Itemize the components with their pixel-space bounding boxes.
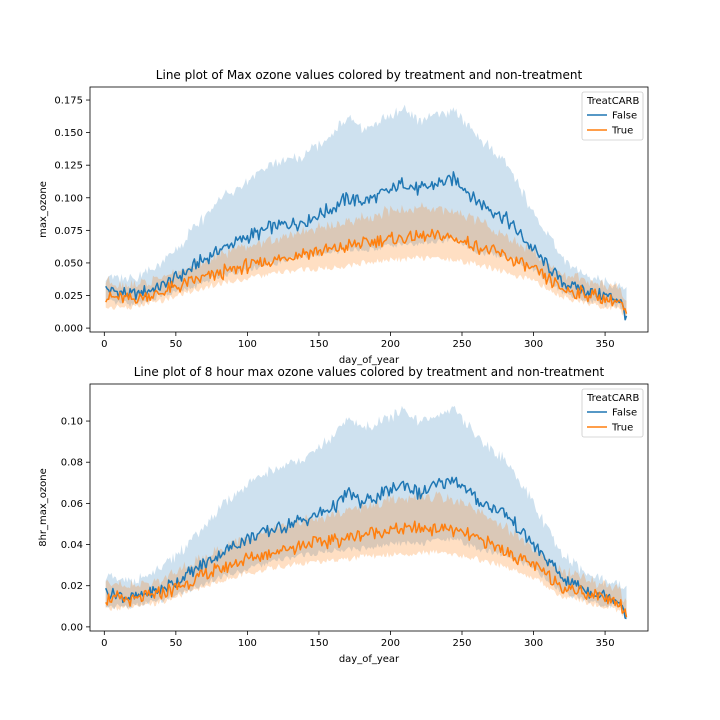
x-tick-label: 250 bbox=[452, 638, 471, 649]
legend-label-false: False bbox=[612, 111, 637, 122]
axes-frame bbox=[89, 86, 649, 333]
x-axis-label: day_of_year bbox=[339, 355, 400, 366]
x-tick-label: 100 bbox=[238, 339, 257, 350]
x-tick-label: 150 bbox=[309, 638, 328, 649]
x-tick-label: 0 bbox=[101, 339, 107, 350]
x-tick-label: 300 bbox=[524, 638, 543, 649]
confidence-band-false bbox=[105, 405, 627, 619]
y-tick-label: 0.150 bbox=[54, 128, 83, 139]
series-lines bbox=[105, 171, 628, 321]
chart-title: Line plot of Max ozone values colored by… bbox=[156, 68, 583, 82]
y-tick-label: 0.075 bbox=[54, 226, 83, 237]
confidence-band-true bbox=[105, 202, 627, 320]
legend-title: TreatCARB bbox=[586, 96, 640, 107]
series-line-true bbox=[105, 228, 628, 314]
series-line-true bbox=[105, 520, 628, 618]
series-line-false bbox=[105, 171, 628, 321]
x-tick-label: 50 bbox=[169, 638, 182, 649]
x-tick-label: 350 bbox=[596, 339, 615, 350]
y-tick-label: 0.025 bbox=[54, 291, 83, 302]
y-tick-label: 0.175 bbox=[54, 96, 83, 107]
x-axis-ticks: 0 50 100 150 200 250 300 350 bbox=[101, 631, 615, 649]
x-tick-label: 50 bbox=[169, 339, 182, 350]
y-tick-label: 0.02 bbox=[61, 581, 83, 592]
x-axis-label: day_of_year bbox=[339, 654, 400, 665]
y-tick-label: 0.04 bbox=[61, 540, 83, 551]
chart-title: Line plot of 8 hour max ozone values col… bbox=[134, 365, 605, 379]
y-axis-label: 8hr_max_ozone bbox=[38, 468, 49, 547]
y-tick-label: 0.10 bbox=[61, 417, 83, 428]
x-tick-label: 250 bbox=[452, 339, 471, 350]
x-tick-label: 200 bbox=[381, 638, 400, 649]
legend-box bbox=[581, 91, 644, 141]
y-tick-label: 0.000 bbox=[54, 324, 83, 335]
y-tick-label: 0.06 bbox=[61, 499, 83, 510]
legend: TreatCARB False True bbox=[581, 388, 644, 438]
8hr-max-ozone-panel: 0 50 100 150 200 250 300 350 0.000.020.040.060.… bbox=[38, 365, 649, 665]
y-tick-label: 0.050 bbox=[54, 258, 83, 269]
confidence-band-true bbox=[105, 490, 627, 620]
confidence-bands bbox=[105, 104, 627, 320]
axes-frame bbox=[89, 383, 649, 632]
x-tick-label: 150 bbox=[309, 339, 328, 350]
x-tick-label: 300 bbox=[524, 339, 543, 350]
legend-box bbox=[581, 388, 644, 438]
y-tick-label: 0.100 bbox=[54, 193, 83, 204]
legend-title: TreatCARB bbox=[586, 393, 640, 404]
x-tick-label: 350 bbox=[596, 638, 615, 649]
x-tick-label: 0 bbox=[101, 638, 107, 649]
series-line-false bbox=[105, 476, 627, 620]
y-tick-label: 0.125 bbox=[54, 161, 83, 172]
series-lines bbox=[105, 476, 628, 620]
legend-label-true: True bbox=[611, 423, 633, 434]
max-ozone-panel: 0 50 100 150 200 250 300 350 0.0000.0250.0500.0… bbox=[38, 68, 649, 366]
legend-label-false: False bbox=[612, 408, 637, 419]
y-axis-label: max_ozone bbox=[38, 181, 49, 238]
y-axis-ticks: 0.000 0.025 0.050 0.075 0.100 0.125 0.150 0.175 bbox=[54, 96, 90, 335]
legend-label-true: True bbox=[611, 126, 633, 137]
x-tick-label: 100 bbox=[238, 638, 257, 649]
y-tick-label: 0.00 bbox=[61, 622, 83, 633]
confidence-bands bbox=[105, 405, 627, 620]
y-tick-label: 0.08 bbox=[61, 458, 83, 469]
confidence-band-false bbox=[105, 104, 627, 320]
legend: TreatCARB False True bbox=[581, 91, 644, 141]
x-axis-ticks: 0 50 100 150 200 250 300 350 bbox=[101, 332, 615, 350]
x-tick-label: 200 bbox=[381, 339, 400, 350]
y-axis-ticks: 0.00 0.02 0.04 0.06 0.08 0.10 bbox=[61, 417, 90, 633]
